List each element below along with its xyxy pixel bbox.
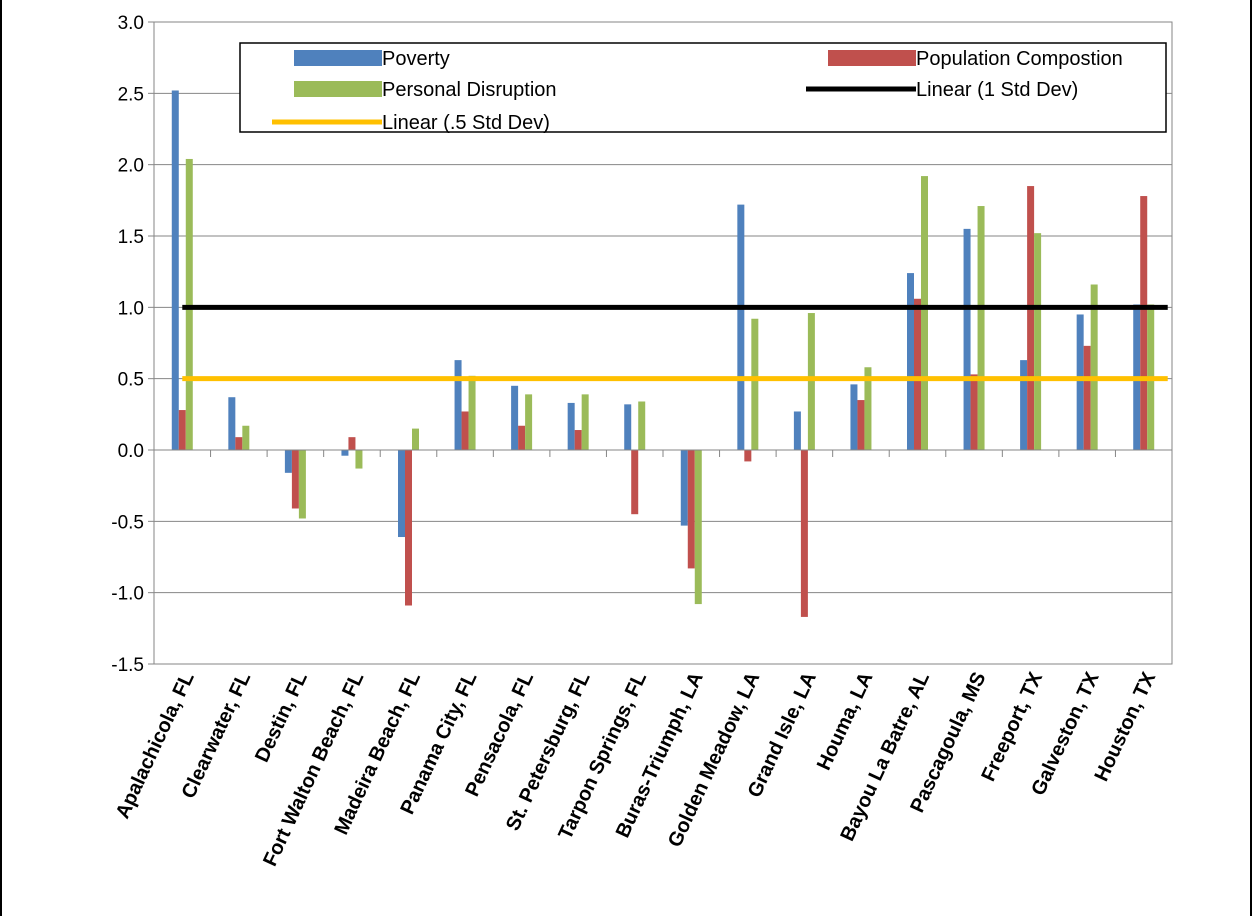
bar-poverty-11 [793,411,801,450]
y-tick-label: 1.5 [118,227,144,248]
bar-population-compostion-12 [857,400,865,450]
bar-population-compostion-8 [631,450,639,515]
y-tick-label: 3.0 [118,13,144,34]
y-tick-label: 0.5 [118,370,144,391]
legend-swatch-0 [294,50,382,66]
bar-population-compostion-17 [1140,196,1148,450]
legend-box [239,42,1167,133]
bar-poverty-12 [850,384,858,450]
bars [171,90,1155,617]
bar-personal-disruption-3 [355,450,363,469]
bar-personal-disruption-9 [694,450,702,605]
bar-poverty-15 [1020,360,1028,450]
bar-personal-disruption-5 [468,375,476,450]
bar-personal-disruption-8 [638,401,646,450]
bar-personal-disruption-6 [525,394,533,450]
bar-personal-disruption-2 [298,450,306,519]
bar-personal-disruption-13 [921,176,928,450]
bar-personal-disruption-7 [581,394,589,450]
bar-personal-disruption-4 [412,428,419,450]
bar-population-compostion-0 [178,410,186,450]
bar-personal-disruption-1 [242,425,250,450]
bar-poverty-2 [284,450,292,473]
bar-poverty-9 [680,450,688,526]
bar-poverty-4 [398,450,405,538]
y-tick-label: 2.0 [118,156,144,177]
x-tick-label: Fort Walton Beach, FL [259,669,368,870]
x-tick-label: Destin, FL [251,669,312,766]
y-tick-label: -1.0 [111,584,144,605]
legend-label-2: Personal Disruption [382,79,557,101]
bar-poverty-7 [567,402,575,450]
bar-population-compostion-10 [744,450,752,462]
legend-swatch-2 [294,81,382,97]
bar-poverty-3 [341,450,349,456]
bar-population-compostion-13 [914,298,921,450]
plot-area-border [153,21,1173,665]
bar-personal-disruption-14 [977,206,985,450]
bar-population-compostion-7 [574,430,582,450]
bar-population-compostion-15 [1027,186,1035,451]
bar-poverty-1 [228,397,236,450]
bar-poverty-10 [737,204,745,450]
bar-personal-disruption-15 [1034,233,1042,450]
y-tick-label: 1.0 [118,298,144,319]
bar-poverty-14 [963,228,971,450]
bar-poverty-16 [1076,314,1084,450]
bar-poverty-13 [907,273,914,450]
bar-personal-disruption-12 [864,367,872,450]
bar-population-compostion-9 [687,450,695,569]
bar-population-compostion-14 [970,374,978,450]
legend-swatch-1 [828,50,916,66]
x-tick-label: Houston, TX [1091,668,1161,785]
bar-population-compostion-6 [518,425,526,450]
legend-label-0: Poverty [382,48,450,70]
y-tick-label: 0.0 [118,441,144,462]
y-tick-label: 2.5 [118,84,144,105]
x-tick-label: Houma, LA [813,669,878,774]
bar-poverty-5 [454,360,462,450]
legend: Poverty Population Compostion Personal Dis… [239,42,1167,134]
bar-poverty-6 [511,385,519,450]
bar-personal-disruption-0 [185,158,193,450]
bar-population-compostion-11 [800,450,808,617]
legend-label-1: Population Compostion [916,48,1123,70]
y-tick-label: -1.5 [111,655,144,676]
reference-lines [182,304,1168,382]
bar-poverty-0 [171,90,179,450]
legend-label-3: Linear (1 Std Dev) [916,79,1078,101]
bar-population-compostion-16 [1083,345,1091,450]
y-tick-label: -0.5 [111,512,144,533]
legend-label-4: Linear (.5 Std Dev) [382,112,550,134]
bar-population-compostion-2 [291,450,299,509]
bar-poverty-8 [624,404,632,450]
bar-population-compostion-1 [235,437,243,450]
bar-personal-disruption-11 [807,313,815,450]
x-tick-label: Apalachicola, FL [112,669,199,822]
bar-personal-disruption-16 [1090,284,1098,450]
bar-population-compostion-5 [461,411,469,450]
bar-population-compostion-3 [348,437,356,450]
bar-personal-disruption-10 [751,318,759,450]
bar-population-compostion-4 [405,450,412,606]
